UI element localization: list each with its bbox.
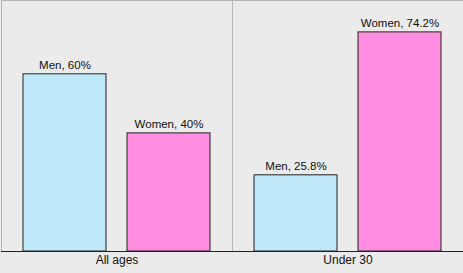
- svg-text:Under 30: Under 30: [323, 253, 373, 267]
- svg-text:Women, 74.2%: Women, 74.2%: [361, 17, 439, 29]
- svg-text:Men, 25.8%: Men, 25.8%: [265, 160, 326, 172]
- svg-text:Women, 40%: Women, 40%: [135, 118, 204, 130]
- svg-text:All ages: All ages: [96, 253, 139, 267]
- svg-text:Men, 60%: Men, 60%: [39, 59, 91, 71]
